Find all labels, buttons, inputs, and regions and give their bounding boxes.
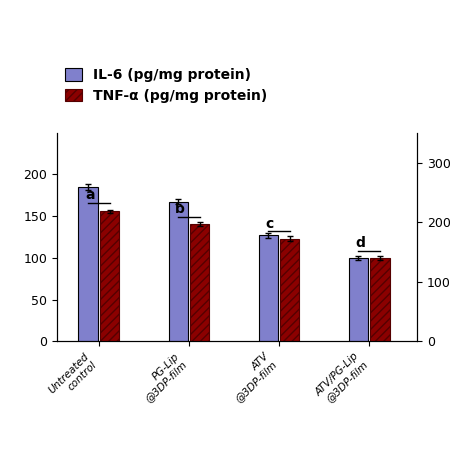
- Text: a: a: [85, 188, 95, 202]
- Text: b: b: [175, 202, 185, 216]
- Bar: [349, 258, 368, 341]
- Legend: IL-6 (pg/mg protein), TNF-α (pg/mg protein): IL-6 (pg/mg protein), TNF-α (pg/mg prote…: [64, 67, 269, 104]
- Bar: [79, 187, 98, 341]
- Text: d: d: [356, 236, 365, 250]
- Bar: [190, 224, 210, 341]
- Bar: [280, 239, 300, 341]
- Bar: [259, 235, 278, 341]
- Text: c: c: [265, 217, 273, 230]
- Bar: [100, 211, 119, 341]
- Bar: [370, 258, 390, 341]
- Bar: [169, 202, 188, 341]
